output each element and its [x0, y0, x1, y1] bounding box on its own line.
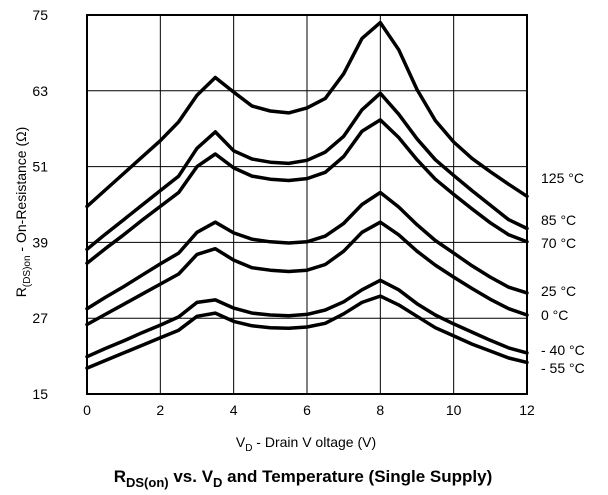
series-line — [85, 118, 529, 265]
y-tick-label: 75 — [32, 7, 48, 23]
x-tick-label: 4 — [230, 402, 238, 418]
series-lines — [85, 20, 529, 370]
x-tick-label: 8 — [376, 402, 384, 418]
series-label: 125 °C — [541, 170, 584, 186]
x-axis-title: VD - Drain V oltage (V) — [236, 434, 376, 454]
y-tick-labels: 75 63 51 39 27 15 — [32, 7, 48, 402]
series-line — [85, 220, 529, 327]
series-line — [85, 278, 529, 359]
series-line — [85, 91, 529, 252]
series-labels: 125 °C 85 °C 70 °C 25 °C 0 °C - 40 °C - 55 °C — [541, 170, 585, 376]
series-label: 85 °C — [541, 212, 576, 228]
series-label: 25 °C — [541, 283, 576, 299]
series-label: - 55 °C — [541, 360, 585, 376]
plot-frame — [86, 14, 528, 395]
series-line — [85, 20, 529, 209]
chart-caption: RDS(on) vs. VD and Temperature (Single S… — [114, 467, 493, 490]
y-tick-label: 63 — [32, 83, 48, 99]
y-tick-label: 39 — [32, 234, 48, 250]
x-tick-labels: 0 2 4 6 8 10 12 — [83, 402, 535, 418]
grid — [87, 15, 527, 394]
x-tick-label: 10 — [446, 402, 462, 418]
series-label: - 40 °C — [541, 342, 585, 358]
x-tick-label: 6 — [303, 402, 311, 418]
x-tick-label: 2 — [156, 402, 164, 418]
x-tick-label: 12 — [519, 402, 535, 418]
y-tick-label: 51 — [32, 159, 48, 175]
x-tick-label: 0 — [83, 402, 91, 418]
y-axis-title: R(DS)on - On-Resistance (Ω) — [13, 127, 33, 298]
series-label: 0 °C — [541, 307, 568, 323]
series-line — [85, 190, 529, 311]
series-label: 70 °C — [541, 235, 576, 251]
y-tick-label: 27 — [32, 310, 48, 326]
y-tick-label: 15 — [32, 386, 48, 402]
series-line — [85, 294, 529, 370]
